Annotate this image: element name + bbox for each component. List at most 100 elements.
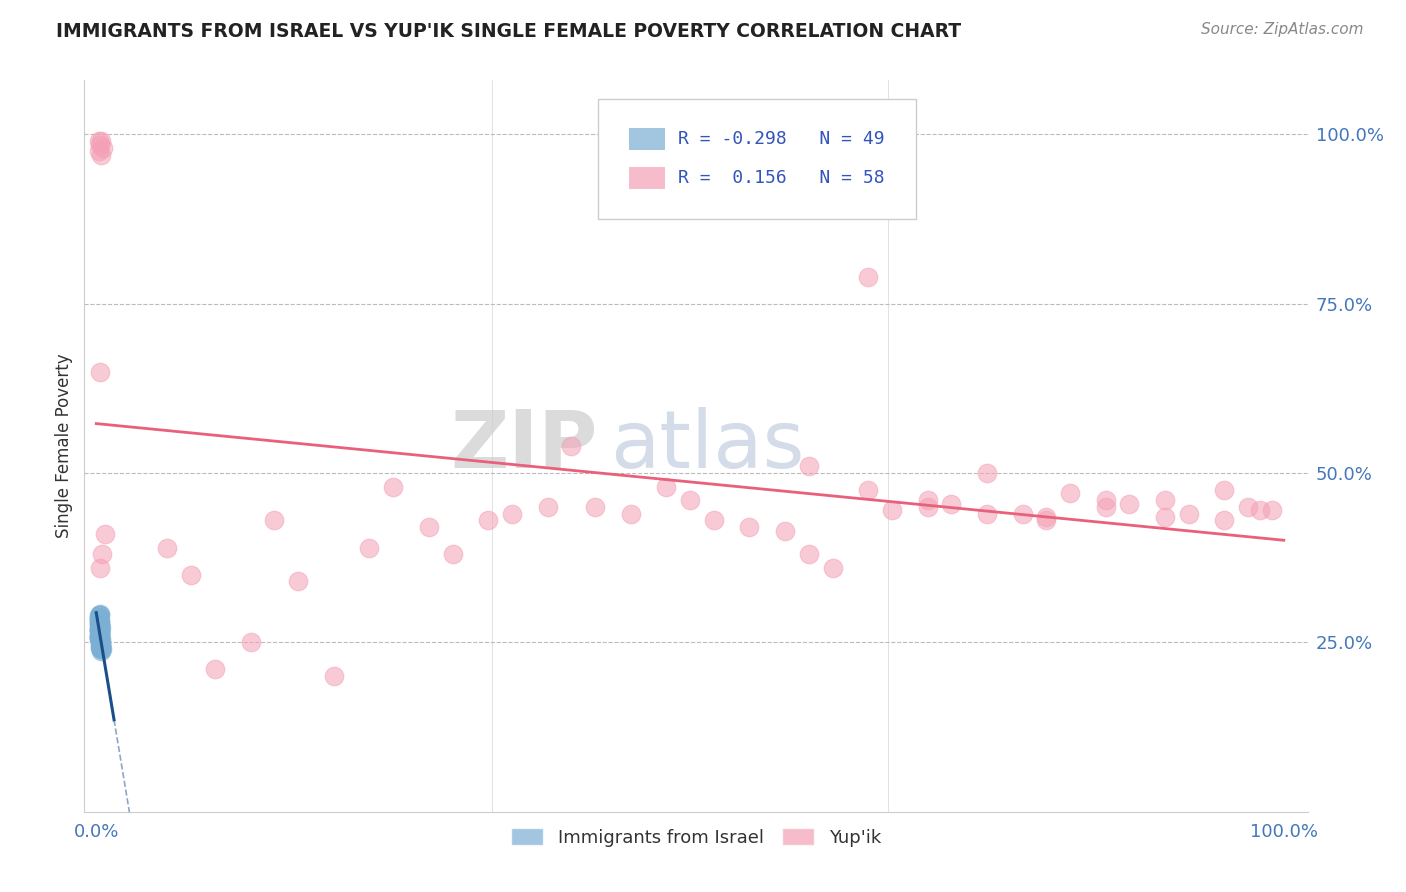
Y-axis label: Single Female Poverty: Single Female Poverty	[55, 354, 73, 538]
Point	[89, 622, 111, 636]
Point	[87, 629, 110, 643]
Point	[1094, 500, 1116, 514]
Point	[89, 561, 111, 575]
Point	[880, 503, 903, 517]
Point	[89, 627, 111, 641]
Point	[941, 497, 963, 511]
Point	[87, 608, 110, 623]
Point	[1035, 510, 1057, 524]
Point	[821, 561, 844, 575]
Point	[773, 524, 796, 538]
Point	[89, 632, 111, 646]
Point	[89, 634, 111, 648]
Point	[703, 514, 725, 528]
FancyBboxPatch shape	[628, 128, 665, 150]
Point	[1261, 503, 1284, 517]
Point	[1011, 507, 1033, 521]
Point	[91, 642, 114, 657]
Point	[89, 627, 111, 641]
Point	[204, 663, 226, 677]
Point	[655, 480, 678, 494]
Point	[89, 635, 111, 649]
FancyBboxPatch shape	[598, 99, 917, 219]
Point	[89, 625, 111, 640]
Point	[87, 615, 110, 629]
Point	[87, 612, 110, 626]
Point	[797, 459, 820, 474]
Point	[917, 500, 939, 514]
Point	[90, 642, 112, 657]
Point	[89, 608, 111, 623]
Point	[90, 640, 112, 655]
Point	[620, 507, 643, 521]
Point	[90, 620, 112, 634]
Point	[501, 507, 523, 521]
Point	[87, 629, 110, 643]
Point	[89, 607, 111, 621]
Point	[90, 148, 112, 162]
Point	[1237, 500, 1260, 514]
Point	[87, 632, 110, 646]
Point	[89, 614, 111, 628]
Point	[87, 618, 110, 632]
Point	[90, 632, 112, 646]
Point	[1059, 486, 1081, 500]
Point	[1178, 507, 1201, 521]
Point	[1213, 514, 1236, 528]
Point	[89, 640, 111, 655]
Point	[797, 547, 820, 561]
Text: R = -0.298   N = 49: R = -0.298 N = 49	[678, 130, 884, 148]
Point	[856, 269, 879, 284]
Point	[91, 547, 114, 561]
Point	[239, 635, 262, 649]
Point	[89, 618, 111, 632]
Point	[89, 629, 111, 643]
Point	[1154, 493, 1177, 508]
Point	[583, 500, 606, 514]
Point	[87, 609, 110, 624]
Point	[263, 514, 285, 528]
Point	[89, 639, 111, 653]
Point	[180, 567, 202, 582]
Point	[87, 624, 110, 638]
Point	[87, 632, 110, 646]
Point	[89, 625, 111, 640]
Point	[87, 616, 110, 631]
Point	[1035, 514, 1057, 528]
Point	[322, 669, 344, 683]
Point	[87, 622, 110, 636]
Point	[89, 137, 111, 152]
Point	[93, 141, 115, 155]
Point	[976, 466, 998, 480]
Point	[89, 618, 111, 632]
Point	[87, 624, 110, 638]
Legend: Immigrants from Israel, Yup'ik: Immigrants from Israel, Yup'ik	[503, 821, 889, 854]
Point	[382, 480, 405, 494]
Text: Source: ZipAtlas.com: Source: ZipAtlas.com	[1201, 22, 1364, 37]
Text: ZIP: ZIP	[451, 407, 598, 485]
Point	[90, 639, 112, 653]
Point	[90, 635, 112, 649]
Point	[87, 612, 110, 626]
Point	[87, 630, 110, 644]
Point	[87, 622, 110, 636]
Point	[87, 134, 110, 148]
Point	[536, 500, 558, 514]
Point	[1154, 510, 1177, 524]
Point	[89, 629, 111, 643]
Point	[1213, 483, 1236, 497]
Point	[287, 574, 309, 589]
Point	[89, 617, 111, 632]
Text: R =  0.156   N = 58: R = 0.156 N = 58	[678, 169, 884, 186]
Point	[560, 439, 582, 453]
Point	[418, 520, 440, 534]
Point	[976, 507, 998, 521]
Point	[89, 364, 111, 378]
Point	[89, 625, 111, 640]
Point	[679, 493, 702, 508]
Point	[87, 145, 110, 159]
Point	[856, 483, 879, 497]
Point	[917, 493, 939, 508]
Text: atlas: atlas	[610, 407, 804, 485]
Text: IMMIGRANTS FROM ISRAEL VS YUP'IK SINGLE FEMALE POVERTY CORRELATION CHART: IMMIGRANTS FROM ISRAEL VS YUP'IK SINGLE …	[56, 22, 962, 41]
